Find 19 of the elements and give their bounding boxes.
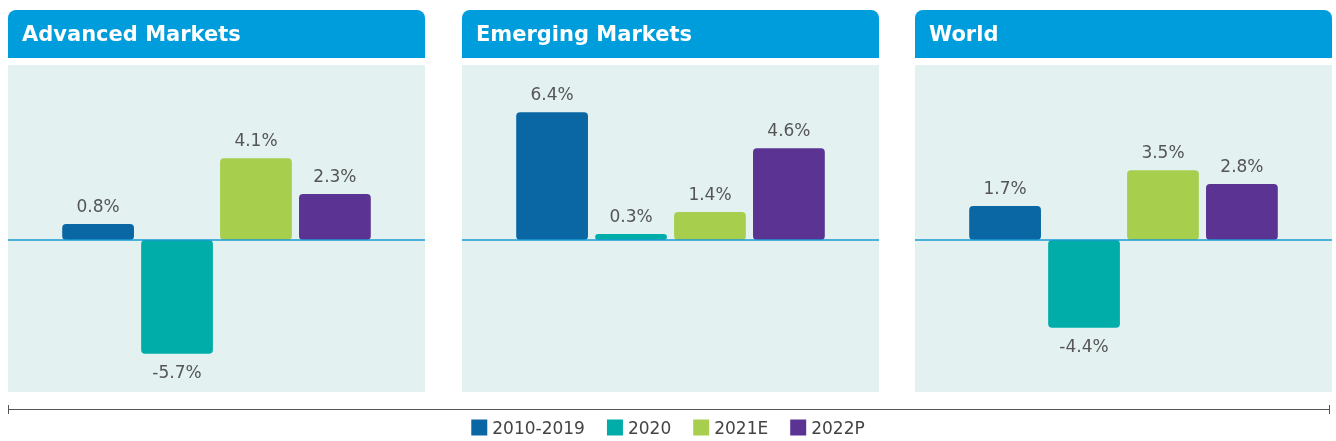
data-label: 2.8% bbox=[1220, 155, 1264, 176]
chart-title: World bbox=[915, 10, 1332, 58]
legend-label: 2021E bbox=[714, 417, 769, 438]
data-label: 0.3% bbox=[609, 205, 653, 226]
data-label: 2.3% bbox=[313, 165, 357, 186]
data-label: 4.6% bbox=[767, 119, 811, 140]
data-label: 1.7% bbox=[983, 177, 1027, 198]
legend-label: 2020 bbox=[627, 417, 672, 438]
chart-title: Emerging Markets bbox=[462, 10, 879, 58]
chart-title: Advanced Markets bbox=[8, 10, 425, 58]
data-label: -4.4% bbox=[1059, 336, 1109, 357]
legend-label: 2022P bbox=[811, 417, 865, 438]
data-label: 0.8% bbox=[76, 195, 120, 216]
data-label: 6.4% bbox=[530, 83, 574, 104]
data-label: 3.5% bbox=[1141, 141, 1185, 162]
data-label: -5.7% bbox=[152, 362, 202, 383]
data-label: 1.4% bbox=[688, 183, 732, 204]
legend-label: 2010-2019 bbox=[492, 417, 585, 438]
data-label: 4.1% bbox=[234, 129, 278, 150]
